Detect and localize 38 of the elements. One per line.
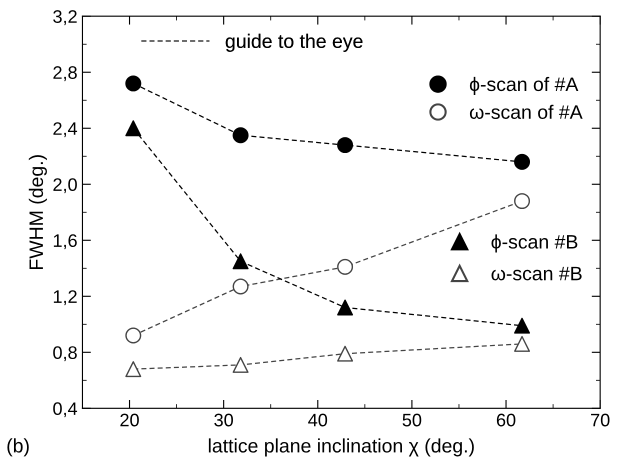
y-tick-label: 1,6	[54, 234, 77, 250]
point	[125, 75, 142, 92]
y-tick-label: 0,8	[53, 346, 77, 362]
y-axis-title: FWHM (deg.)	[28, 155, 47, 270]
point	[232, 253, 249, 270]
legend-label: ϕ-scan of #A	[470, 76, 578, 95]
point	[125, 328, 142, 344]
x-axis-title: lattice plane inclination χ (deg.)	[208, 438, 474, 456]
x-tick-label: 40	[308, 414, 328, 426]
point	[232, 278, 249, 294]
point	[337, 258, 354, 275]
point	[337, 137, 354, 154]
y-tick-label: 3,2	[53, 10, 77, 26]
x-tick-label: 70	[591, 414, 610, 426]
x-tick-label: 20	[120, 414, 139, 426]
text: (b)	[7, 438, 29, 456]
point	[514, 193, 530, 210]
point	[337, 346, 354, 362]
y-tick-label: 2,8	[53, 66, 77, 82]
x-tick-label: 50	[402, 414, 422, 426]
legend-label: ω-scan of #A	[470, 104, 583, 119]
x-tick-label: 60	[496, 414, 516, 426]
y-tick-label: 2,4	[53, 122, 78, 138]
y-tick-label: 1,2	[54, 290, 77, 306]
point	[125, 120, 142, 136]
legend-label: ϕ-scan #B	[492, 234, 578, 253]
y-tick-label: 0,4	[53, 402, 78, 418]
point	[337, 300, 354, 316]
point	[232, 127, 249, 144]
point	[514, 154, 530, 170]
point	[514, 336, 530, 352]
point	[514, 318, 530, 334]
legend-label: ω-scan #B	[492, 266, 582, 280]
y-tick-label: 2,0	[53, 178, 77, 194]
x-tick-label: 30	[214, 414, 233, 426]
point	[232, 356, 249, 373]
point	[125, 361, 142, 378]
annotation: guide to the eye	[226, 34, 363, 52]
